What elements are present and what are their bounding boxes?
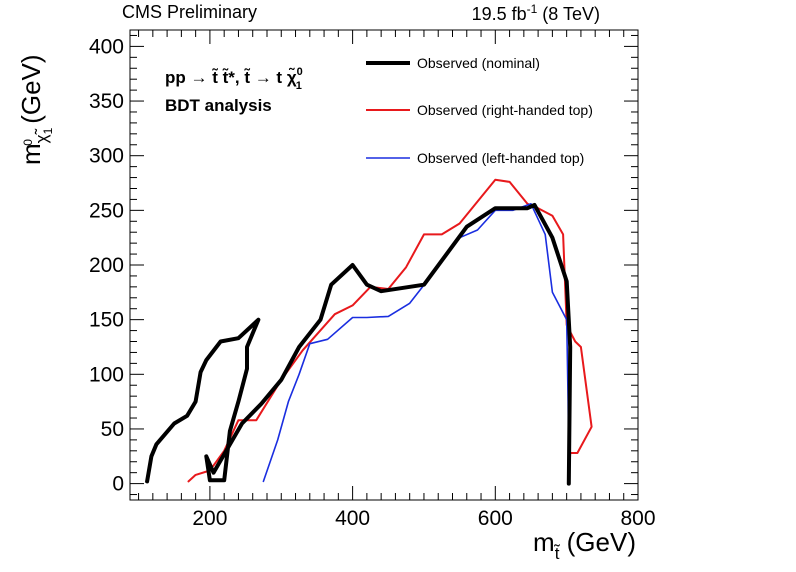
y-axis-title: mχ̃10 (GeV) (16, 54, 55, 165)
axis-tick-labels: 200 400 600 800 0 50 100 150 200 250 300 350 400 (89, 35, 656, 530)
x-tick-label: 600 (478, 507, 513, 530)
y-tick-label: 150 (89, 309, 124, 332)
y-tick-label: 100 (89, 363, 124, 386)
y-axis-title-superscript: 0 (21, 139, 35, 146)
x-axis-title-subscript: t̃ (553, 544, 560, 563)
y-tick-label: 250 (89, 199, 124, 222)
legend: Observed (nominal) Observed (right-handed… (366, 55, 593, 166)
series-line-nominal (145, 202, 573, 486)
y-tick-label: 400 (89, 35, 124, 58)
y-tick-label: 200 (89, 254, 124, 277)
y-tick-label: 350 (89, 90, 124, 113)
luminosity-value: 19.5 fb (471, 4, 527, 24)
x-axis-title-unit: (GeV) (559, 527, 636, 557)
analysis-label: BDT analysis (165, 96, 272, 115)
process-label: pp → t̃ t̃*, t̃ → t χ̃0 1 (165, 66, 303, 92)
y-tick-label: 0 (112, 473, 124, 496)
x-tick-label: 400 (335, 507, 370, 530)
header-left-label: CMS Preliminary (122, 2, 258, 22)
luminosity-unit-exponent: -1 (526, 2, 538, 16)
series-line-right-handed (187, 178, 593, 485)
y-axis-title-main: m (16, 143, 46, 165)
legend-label-nominal: Observed (nominal) (417, 55, 540, 71)
x-axis-title-main: m (533, 527, 555, 557)
y-axis-title-unit: (GeV) (16, 54, 46, 131)
process-neutralino-superscript: 0 (297, 66, 303, 78)
legend-label-left-handed: Observed (left-handed top) (417, 150, 584, 166)
axis-ticks (130, 30, 639, 500)
x-axis-title: mt̃ (GeV) (533, 527, 636, 563)
legend-label-right-handed: Observed (right-handed top) (417, 102, 593, 118)
exclusion-curves (145, 178, 593, 486)
y-tick-label: 50 (101, 418, 124, 441)
y-tick-label: 300 (89, 145, 124, 168)
header-right-label: 19.5 fb-1 (8 TeV) (472, 2, 600, 25)
x-tick-label: 800 (620, 507, 655, 530)
y-axis-title-subsubscript: 1 (41, 127, 55, 134)
x-tick-label: 200 (192, 507, 227, 530)
process-text: pp → t̃ t̃*, t̃ → t χ̃ (165, 67, 297, 87)
series-line-left-handed (262, 203, 570, 485)
energy-label: (8 TeV) (537, 4, 600, 24)
process-neutralino-subscript: 1 (296, 80, 302, 92)
